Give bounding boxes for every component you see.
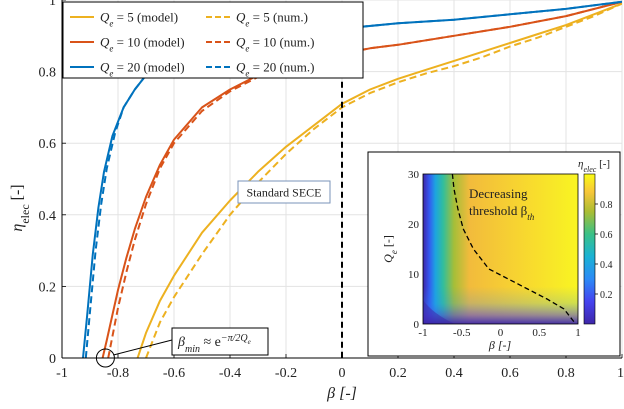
colorbar-tick-0: 0.2 <box>600 290 613 301</box>
colorbar-tick-3: 0.8 <box>600 200 613 211</box>
x-tick-label-5: 0 <box>339 366 346 381</box>
legend-entry-3: Qe = 10 (num.) <box>236 35 315 54</box>
legend-entry-1: Qe = 5 (num.) <box>236 10 308 29</box>
beta-min-annotation: βmin ≈ e−π/2Qe <box>95 327 269 368</box>
inset-x-tick-4: 1 <box>575 327 581 339</box>
legend-entry-5: Qe = 20 (num.) <box>236 60 315 79</box>
inset-dark-corner <box>423 300 455 324</box>
x-tick-label-7: 0.4 <box>445 366 463 381</box>
x-tick-label-4: -0.2 <box>275 366 297 381</box>
standard-sece-annotation: Standard SECE <box>237 180 331 204</box>
main-tick-labels: -1 -0.8 -0.6 -0.4 -0.2 0 0.2 0.4 0.6 0.8 100.20.40… <box>39 0 624 381</box>
y-tick-label-3: 0.6 <box>39 137 57 152</box>
legend: Qe = 5 (model) Qe = 5 (num.) Qe = 10 (mode… <box>62 1 364 79</box>
y-tick-label-2: 0.4 <box>39 209 57 224</box>
inset-x-tick-0: -1 <box>418 327 427 339</box>
x-tick-label-10: 1 <box>617 366 624 381</box>
svg-text:Standard SECE: Standard SECE <box>247 186 322 200</box>
svg-text:βmin ≈ e−π/2Qe: βmin ≈ e−π/2Qe <box>177 333 251 355</box>
y-tick-label-0: 0 <box>49 352 56 367</box>
svg-text:Qe [-]: Qe [-] <box>381 235 399 263</box>
y-tick-label-1: 0.2 <box>39 280 57 295</box>
inset-y-tick-3: 30 <box>408 169 420 181</box>
x-tick-label-9: 0.8 <box>557 366 575 381</box>
inset-threshold-line <box>451 173 577 325</box>
x-tick-label-8: 0.6 <box>501 366 519 381</box>
inset-x-tick-2: 0 <box>498 327 504 339</box>
colorbar-label: ηelec [-] <box>578 158 610 174</box>
inset-y-tick-0: 0 <box>414 319 420 331</box>
series-qe-5-num <box>145 2 622 358</box>
inset-y-tick-1: 10 <box>408 269 420 281</box>
inset-colorbar <box>583 173 596 325</box>
legend-entry-4: Qe = 20 (model) <box>100 60 185 79</box>
series-qe-10-model <box>101 0 622 358</box>
legend-entry-2: Qe = 10 (model) <box>100 35 185 54</box>
colorbar-tick-1: 0.4 <box>600 260 613 271</box>
inset-y-label: Qe [-] <box>381 235 399 263</box>
svg-text:threshold βth: threshold βth <box>469 203 535 222</box>
series-qe-5-model <box>136 2 622 358</box>
y-tick-label-4: 0.8 <box>39 66 57 81</box>
x-tick-label-3: -0.4 <box>219 366 241 381</box>
inset-x-tick-3: 0.5 <box>532 327 546 339</box>
inset-x-tick-1: -0.5 <box>453 327 471 339</box>
x-axis-label: β [-] <box>326 385 357 402</box>
svg-text:ηelec [-]: ηelec [-] <box>9 184 32 231</box>
inset-annotation: Decreasing <box>469 186 528 201</box>
y-tick-label-5: 1 <box>49 0 56 9</box>
x-tick-label-2: -0.6 <box>163 366 185 381</box>
colorbar-ticks: 0.2 0.4 0.6 0.8 <box>595 200 613 301</box>
legend-entry-0: Qe = 5 (model) <box>100 10 178 29</box>
x-tick-label-6: 0.2 <box>389 366 407 381</box>
inset-x-label: β [-] <box>488 338 512 352</box>
y-axis-label: ηelec [-] <box>9 184 32 231</box>
inset-y-tick-2: 20 <box>408 219 420 231</box>
x-tick-label-1: -0.8 <box>107 366 129 381</box>
colorbar-tick-2: 0.6 <box>600 230 613 241</box>
series-qe-10-num <box>107 0 622 358</box>
x-tick-label-0: -1 <box>56 366 68 381</box>
